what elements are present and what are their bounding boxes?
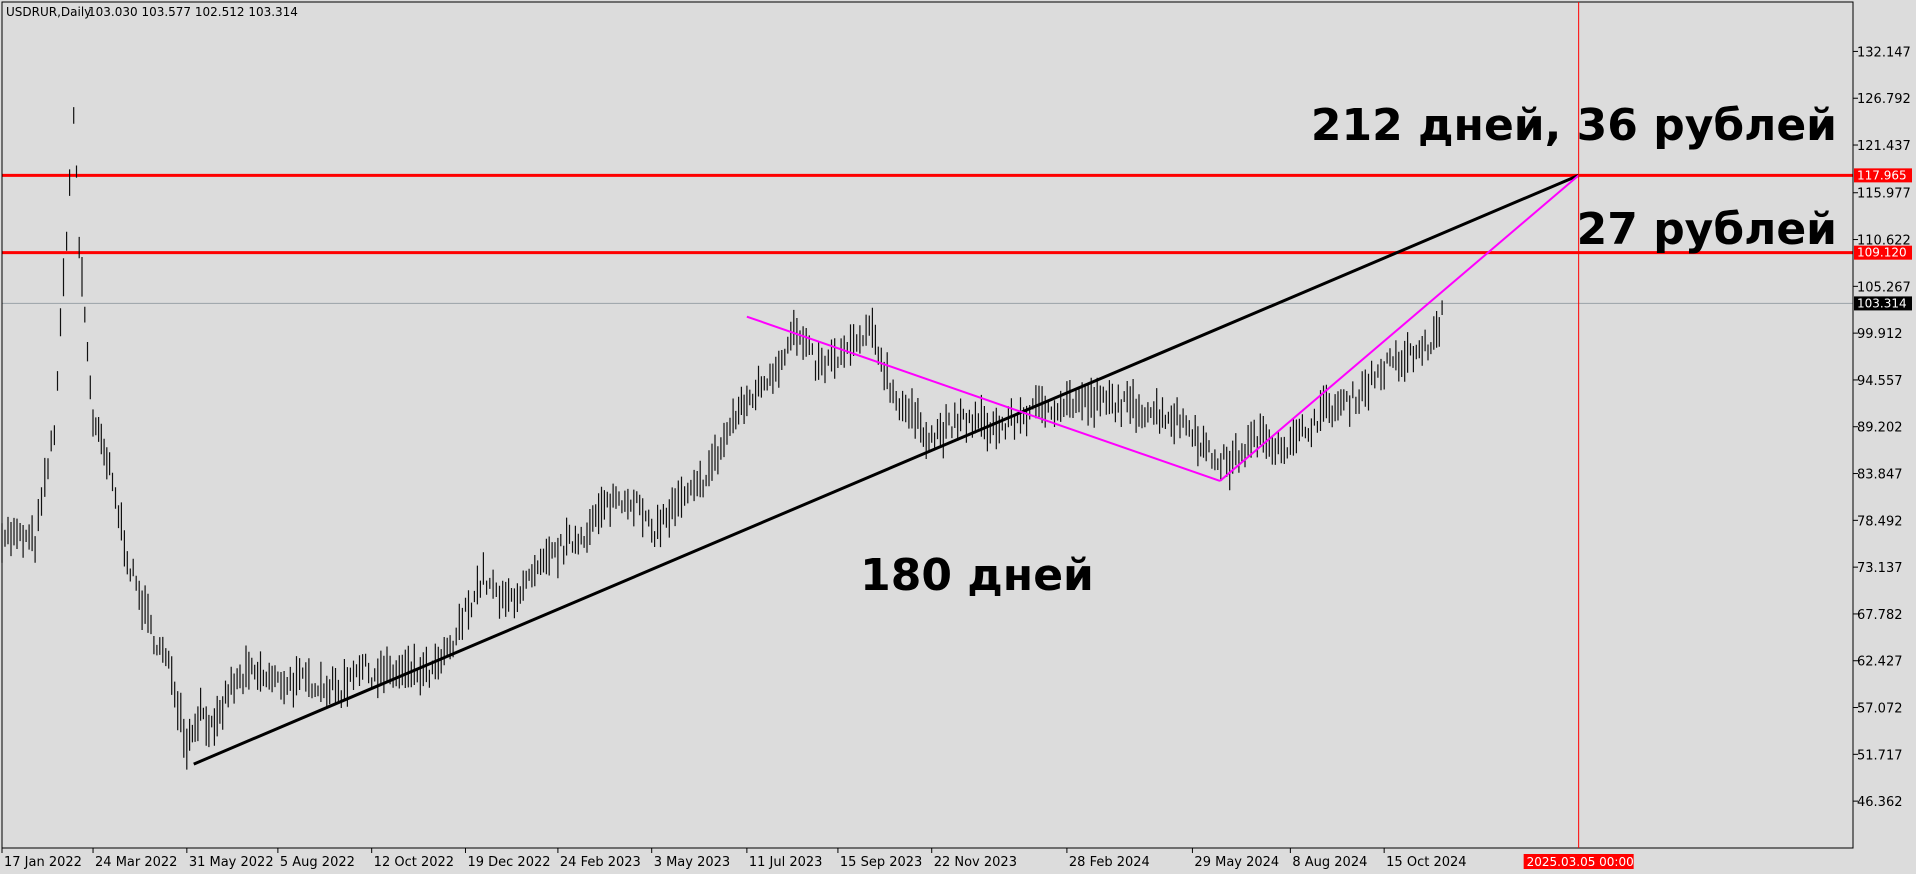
magenta-trend-line (1219, 174, 1580, 482)
x-tick-label: 22 Nov 2023 (934, 855, 1017, 870)
ohlc-label: 103.030 103.577 102.512 103.314 (88, 5, 298, 19)
y-tick-label: 62.427 (1857, 655, 1903, 670)
plot-frame (1, 1, 1854, 849)
x-tick-label: 28 Feb 2024 (1069, 855, 1150, 870)
x-tick-label: 31 May 2022 (189, 855, 274, 870)
x-tick-label: 3 May 2023 (654, 855, 731, 870)
y-tick-label: 105.267 (1857, 280, 1911, 295)
y-tick-label: 78.492 (1857, 514, 1903, 529)
black-trend-line (193, 173, 1580, 766)
x-tick-label: 24 Feb 2023 (560, 855, 641, 870)
x-tick-label: 8 Aug 2024 (1292, 855, 1367, 870)
annotation-180-days: 180 дней (860, 550, 1094, 601)
y-tick-label: 121.437 (1857, 139, 1911, 154)
x-tick-label: 15 Sep 2023 (840, 855, 922, 870)
annotation-212-days: 212 дней, 36 рублей (1311, 100, 1837, 151)
x-tick-label: 19 Dec 2022 (467, 855, 550, 870)
magenta-trend-line (746, 315, 1221, 482)
x-tick-label: 29 May 2024 (1194, 855, 1279, 870)
y-tick-label: 51.717 (1857, 748, 1903, 763)
x-tick-label: 11 Jul 2023 (749, 855, 823, 870)
y-tick-label: 83.847 (1857, 468, 1903, 483)
y-tick-label: 57.072 (1857, 702, 1903, 717)
y-tick-label: 73.137 (1857, 561, 1903, 576)
y-tick-label: 126.792 (1857, 92, 1911, 107)
y-tick-label: 89.202 (1857, 421, 1903, 436)
time-marker-label: 2025.03.05 00:00 (1527, 855, 1634, 869)
y-tick-label: 46.362 (1857, 795, 1903, 810)
x-tick-label: 12 Oct 2022 (374, 855, 454, 870)
y-tick-label: 94.557 (1857, 374, 1903, 389)
x-tick-label: 5 Aug 2022 (280, 855, 355, 870)
y-tick-label: 110.622 (1857, 234, 1911, 249)
level-price-tag (1854, 245, 1912, 260)
x-tick-label: 15 Oct 2024 (1386, 855, 1466, 870)
current-price-tag (1854, 296, 1912, 311)
level-price-tag (1854, 168, 1912, 183)
y-tick-label: 115.977 (1857, 187, 1911, 202)
annotation-27-rubles: 27 рублей (1577, 204, 1837, 255)
time-marker-tag (1523, 854, 1634, 869)
symbol-label: USDRUR,Daily (6, 5, 91, 19)
x-tick-label: 24 Mar 2022 (95, 855, 177, 870)
y-tick-label: 67.782 (1857, 608, 1903, 623)
y-tick-label: 99.912 (1857, 327, 1903, 342)
level-price-label: 109.120 (1857, 246, 1907, 260)
level-price-label: 117.965 (1857, 168, 1907, 182)
y-tick-label: 132.147 (1857, 45, 1911, 60)
x-tick-label: 17 Jan 2022 (4, 855, 82, 870)
current-price-label: 103.314 (1857, 296, 1907, 310)
